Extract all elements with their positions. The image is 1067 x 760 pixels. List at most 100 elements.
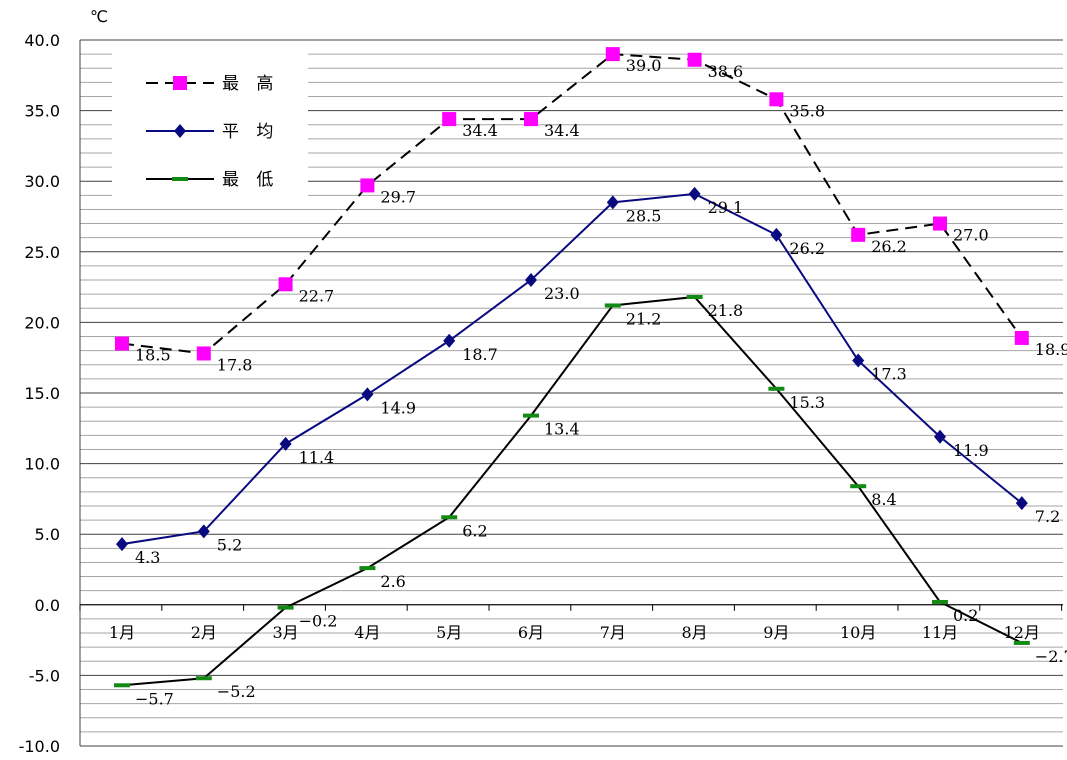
y-tick-label: -10.0 (19, 737, 60, 756)
axes: 40.0 35.0 30.0 25.0 20.0 15.0 10.0 5.0 0.0 -5.0 -1… (19, 31, 1063, 756)
data-label: 0.2 (953, 606, 978, 625)
data-label: 22.7 (299, 286, 335, 305)
max-temp-point (851, 227, 866, 242)
avg-temp-point (688, 186, 701, 201)
data-label: 8.4 (871, 490, 896, 509)
y-tick-label: -5.0 (29, 666, 60, 685)
data-label: 26.2 (789, 239, 825, 258)
data-label: 39.0 (626, 56, 662, 75)
max-temp-point (442, 112, 457, 127)
x-category-label: 1月 (109, 623, 135, 642)
max-temp-point (115, 336, 129, 351)
avg-temp-point (934, 429, 946, 444)
max-temp-point (769, 92, 784, 107)
x-category-label: 10月 (840, 623, 876, 642)
data-label: 7.2 (1035, 507, 1060, 526)
x-category-label: 9月 (763, 623, 789, 642)
min-temp-point (277, 605, 294, 610)
data-label: 2.6 (380, 572, 405, 591)
min-temp-point (195, 676, 212, 681)
x-category-label: 7月 (600, 623, 626, 642)
data-label: −5.2 (217, 682, 256, 701)
data-labels: 18.5 17.8 22.7 29.7 34.4 34.4 39.0 38.6 35.8 26.2… (135, 56, 1067, 708)
min-temp-point (604, 303, 621, 308)
min-temp-point (1013, 640, 1030, 645)
grid (80, 39, 1063, 747)
max-temp-point (524, 112, 538, 127)
series (114, 47, 1030, 688)
x-category-label: 2月 (191, 623, 217, 642)
data-label: 26.2 (871, 237, 907, 256)
x-category-label: 11月 (922, 623, 958, 642)
y-tick-label: 10.0 (24, 455, 60, 474)
data-label: 4.3 (135, 548, 160, 567)
max-temp-point (360, 178, 375, 193)
y-tick-label: 5.0 (35, 525, 60, 544)
max-temp-point (1014, 330, 1029, 345)
data-label: −5.7 (135, 689, 174, 708)
data-label: 29.1 (708, 198, 744, 217)
x-category-label: 6月 (518, 623, 544, 642)
min-temp-point (686, 294, 703, 299)
data-label: −2.7 (1035, 647, 1067, 666)
min-temp-point (768, 386, 785, 391)
max-temp-point (605, 47, 620, 62)
avg-temp-line (121, 192, 1023, 546)
min-temp-point (114, 683, 130, 688)
data-label: 18.9 (1035, 340, 1067, 359)
x-category-label: 8月 (682, 623, 708, 642)
data-label: 34.4 (462, 121, 498, 140)
data-label: −0.2 (299, 612, 338, 631)
y-tick-label: 20.0 (24, 313, 60, 332)
min-temp-point (523, 413, 539, 418)
max-temp-point (687, 52, 702, 67)
data-label: 23.0 (544, 284, 580, 303)
data-label: 14.9 (380, 398, 416, 417)
x-category-label: 3月 (273, 623, 299, 642)
avg-temp-point (1015, 496, 1028, 511)
legend-label: 最 低 (222, 170, 279, 190)
data-label: 6.2 (462, 521, 487, 540)
max-temp-line (121, 53, 1023, 355)
legend-marker (174, 124, 186, 138)
legend: 最 高平 均最 低 (112, 48, 308, 200)
data-label: 11.9 (953, 441, 989, 460)
avg-temp-point (606, 195, 619, 210)
legend-box (112, 48, 308, 200)
data-label: 27.0 (953, 226, 989, 245)
data-label: 28.5 (626, 206, 662, 225)
max-temp-point (278, 277, 293, 292)
data-label: 5.2 (217, 535, 242, 554)
y-tick-label: 40.0 (24, 31, 60, 50)
data-label: 29.7 (380, 187, 416, 206)
min-temp-point (932, 599, 948, 604)
data-label: 38.6 (708, 62, 744, 81)
y-tick-label: 35.0 (24, 102, 60, 121)
data-label: 18.7 (462, 345, 498, 364)
legend-marker (172, 177, 188, 181)
y-tick-label: 25.0 (24, 243, 60, 262)
data-label: 18.5 (135, 346, 171, 365)
data-label: 17.3 (871, 365, 907, 384)
max-temp-point (196, 346, 211, 361)
max-temp-point (933, 216, 947, 231)
data-label: 35.8 (789, 101, 825, 120)
data-label: 11.4 (299, 448, 335, 467)
data-label: 21.8 (708, 301, 744, 320)
data-label: 21.2 (626, 309, 662, 328)
y-tick-label: 30.0 (24, 172, 60, 191)
min-temp-line (121, 295, 1023, 687)
min-temp-point (850, 484, 867, 489)
x-category-label: 5月 (436, 623, 462, 642)
avg-temp-point (116, 537, 128, 552)
data-label: 15.3 (789, 393, 825, 412)
legend-label: 平 均 (222, 122, 279, 142)
avg-temp-point (525, 273, 537, 288)
legend-marker (173, 76, 187, 90)
x-category-label: 4月 (354, 623, 380, 642)
y-tick-label: 15.0 (24, 384, 60, 403)
avg-temp-point (770, 227, 783, 242)
data-label: 13.4 (544, 420, 580, 439)
avg-temp-point (279, 436, 292, 451)
